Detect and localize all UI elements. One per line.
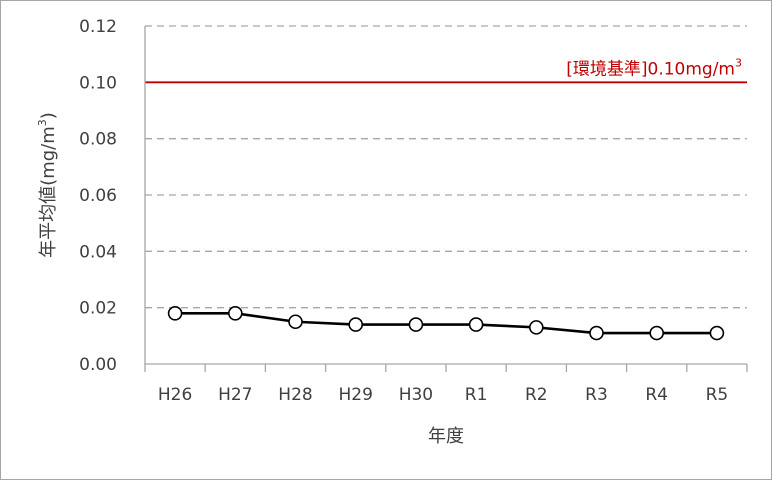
x-tick-label: R5 [706,385,729,405]
y-axis-title-superscript: 3 [36,119,49,126]
y-tick-labels: 0.00 0.02 0.04 0.06 0.08 0.10 0.12 [79,17,117,375]
gridlines [145,25,747,309]
data-point [589,325,604,341]
data-point [348,317,364,332]
x-tick-label: R2 [525,385,548,405]
x-tick-label: R1 [465,385,488,405]
data-point [288,314,303,330]
y-tick-label: 0.12 [79,17,117,37]
data-series [167,305,725,341]
y-tick-label: 0.06 [79,186,117,206]
environmental-standard-label: [環境基準]0.10mg/m3 [566,56,742,79]
x-axis-title: 年度 [428,426,464,447]
x-tick-label: H29 [338,385,372,405]
y-tick-label: 0.00 [79,355,117,375]
data-point [528,320,544,335]
data-point [408,317,424,332]
data-point [167,305,183,321]
ref-label-superscript: 3 [735,56,742,69]
ref-label-text: [環境基準]0.10mg/m [566,59,735,79]
axes [144,26,748,372]
y-tick-label: 0.10 [79,73,117,93]
y-tick-label: 0.04 [79,242,117,262]
x-tick-label: H27 [218,385,252,405]
y-tick-label: 0.08 [79,130,117,150]
series-line [175,311,717,335]
x-tick-label: H30 [399,385,433,405]
x-tick-label: H28 [278,385,312,405]
data-point [468,317,484,332]
y-tick-label: 0.02 [79,299,117,319]
data-point [228,305,243,321]
x-tick-label: H26 [158,385,192,405]
reference-line-group: [環境基準]0.10mg/m3 [145,56,747,84]
x-tick-labels: H26 H27 H28 H29 H30 R1 R2 R3 R4 R5 [158,385,728,405]
data-point [709,325,725,341]
x-tick-label: R3 [585,385,608,405]
y-axis-title-text: 年平均値(mg/m [38,126,59,258]
x-tick-label: R4 [645,385,668,405]
y-axis-title-close: ) [38,112,59,119]
y-axis-title: 年平均値(mg/m3) [36,112,59,258]
data-point [649,325,665,341]
